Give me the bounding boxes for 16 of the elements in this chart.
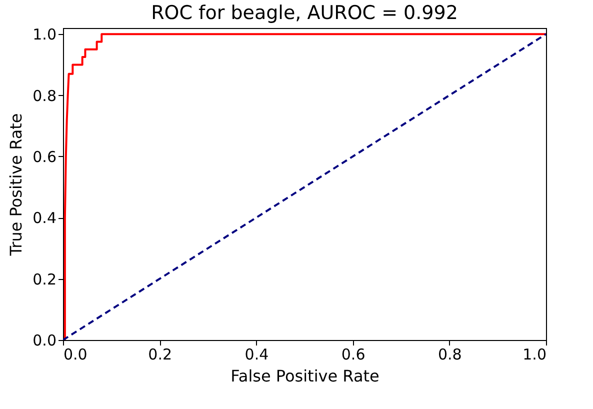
y-tick-label: 1.0 <box>32 26 56 44</box>
y-tick-label: 0.0 <box>32 332 56 350</box>
x-tick-label: 1.0 <box>522 346 546 364</box>
y-tick-label: 0.6 <box>32 148 56 166</box>
y-axis-title: True Positive Rate <box>6 113 26 257</box>
x-tick-label: 0.4 <box>244 346 269 364</box>
chart-title: ROC for beagle, AUROC = 0.992 <box>151 2 458 24</box>
y-tick-label: 0.2 <box>32 270 56 288</box>
line-series <box>63 33 546 340</box>
y-tick-label: 0.4 <box>32 209 56 228</box>
x-tick-label: 0.0 <box>64 346 88 364</box>
x-axis-title: False Positive Rate <box>230 366 380 386</box>
x-tick-label: 0.6 <box>341 346 366 364</box>
y-tick-label: 0.8 <box>32 86 56 105</box>
x-tick-label: 0.8 <box>438 346 462 364</box>
x-tick-label: 0.2 <box>148 346 172 364</box>
